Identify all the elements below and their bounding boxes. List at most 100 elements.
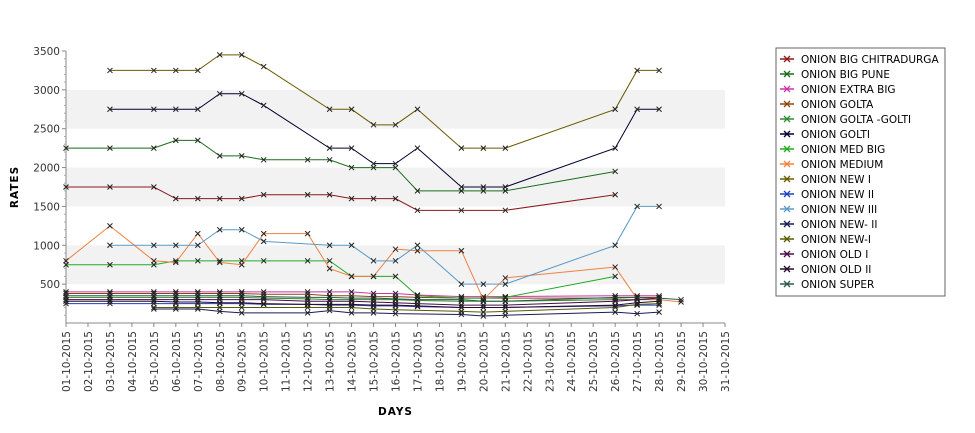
data-point (414, 207, 421, 214)
data-point (370, 121, 377, 128)
data-point (502, 275, 509, 281)
data-point (151, 242, 157, 249)
legend-item: ONION GOLTA (780, 99, 874, 111)
legend-marker (783, 100, 791, 108)
data-point (326, 106, 333, 113)
x-tick-label: 31-10-2015 (720, 331, 732, 392)
x-tick-label: 29-10-2015 (676, 331, 688, 392)
data-point (194, 195, 201, 202)
data-point (502, 184, 509, 190)
legend-item: ONION MEDIUM (780, 159, 883, 171)
data-point (480, 145, 487, 151)
data-point (348, 164, 355, 171)
data-point (194, 106, 201, 113)
data-point (370, 160, 377, 167)
y-tick-label: 2000 (33, 163, 60, 175)
legend-label: ONION NEW- II (801, 219, 877, 231)
legend-item: ONION BIG CHITRADURGA (780, 54, 939, 66)
data-point (326, 294, 333, 301)
data-point (414, 145, 421, 151)
data-point (260, 63, 267, 70)
data-point (151, 257, 157, 264)
data-point (194, 292, 201, 299)
series-onion-new-i (107, 52, 662, 151)
data-point (612, 145, 619, 151)
series-line (66, 291, 660, 298)
x-tick-label: 16-10-2015 (391, 331, 403, 392)
data-point (172, 242, 179, 249)
data-point (304, 301, 311, 308)
data-point (151, 145, 157, 151)
data-point (216, 52, 223, 58)
data-point (260, 230, 267, 237)
x-tick-label: 20-10-2015 (478, 331, 490, 392)
data-point (326, 145, 333, 151)
data-point (260, 300, 267, 307)
legend-marker (783, 175, 791, 183)
x-axis: 01-10-2015 02-10-2015 03-10-2015 04-10-2015… (61, 322, 732, 392)
grid-band (66, 167, 725, 207)
legend-label: ONION MEDIUM (801, 159, 883, 171)
legend-label: ONION OLD II (801, 264, 871, 276)
y-axis-label: RATES (9, 166, 21, 208)
legend-item: ONION EXTRA BIG (780, 84, 896, 96)
data-point (612, 191, 619, 198)
legend-label: ONION SUPER (801, 279, 874, 291)
x-tick-label: 22-10-2015 (522, 331, 534, 392)
legend-label: ONION NEW II (801, 189, 874, 201)
data-point (502, 207, 509, 214)
data-point (260, 293, 267, 300)
data-point (348, 295, 355, 301)
y-tick-label: 2500 (33, 124, 60, 136)
y-tick-label: 3500 (33, 46, 60, 58)
data-point (304, 230, 311, 237)
data-point (458, 281, 465, 287)
legend-marker (783, 130, 791, 138)
y-tick-label: 500 (40, 279, 60, 291)
legend-marker (783, 250, 791, 258)
data-point (304, 294, 311, 301)
x-tick-label: 04-10-2015 (127, 331, 139, 392)
legend-item: ONION NEW I (780, 174, 871, 186)
x-tick-label: 27-10-2015 (632, 331, 644, 392)
data-point (656, 106, 662, 113)
data-point (414, 292, 421, 298)
data-point (216, 259, 223, 266)
data-point (480, 309, 487, 315)
legend-label: ONION GOLTA -GOLTI (801, 114, 911, 126)
data-point (304, 156, 311, 163)
data-point (326, 242, 333, 249)
data-point (502, 304, 509, 311)
data-point (304, 191, 311, 198)
data-point (370, 273, 377, 280)
data-point (612, 264, 619, 270)
data-point (216, 195, 223, 202)
series-layer (63, 52, 684, 319)
data-point (370, 195, 377, 202)
legend-marker (783, 55, 791, 63)
data-point (392, 246, 399, 253)
legend-label: ONION OLD I (801, 249, 868, 261)
legend-item: ONION NEW II (780, 189, 874, 201)
data-point (612, 302, 619, 308)
x-tick-label: 30-10-2015 (698, 331, 710, 392)
series-line (66, 292, 660, 299)
legend-label: ONION BIG PUNE (801, 69, 890, 81)
data-point (238, 226, 245, 233)
data-point (260, 257, 267, 264)
data-point (370, 295, 377, 301)
data-point (304, 310, 311, 316)
data-point (414, 247, 421, 254)
data-point (107, 145, 113, 151)
x-axis-label: DAYS (378, 406, 413, 418)
legend-marker (783, 85, 791, 93)
series-onion-big-chitradurga (63, 184, 619, 214)
data-point (392, 257, 399, 264)
x-tick-label: 21-10-2015 (500, 331, 512, 392)
data-point (260, 191, 267, 198)
x-tick-label: 28-10-2015 (654, 331, 666, 392)
data-point (172, 259, 179, 266)
data-point (151, 106, 157, 113)
data-point (458, 302, 465, 308)
